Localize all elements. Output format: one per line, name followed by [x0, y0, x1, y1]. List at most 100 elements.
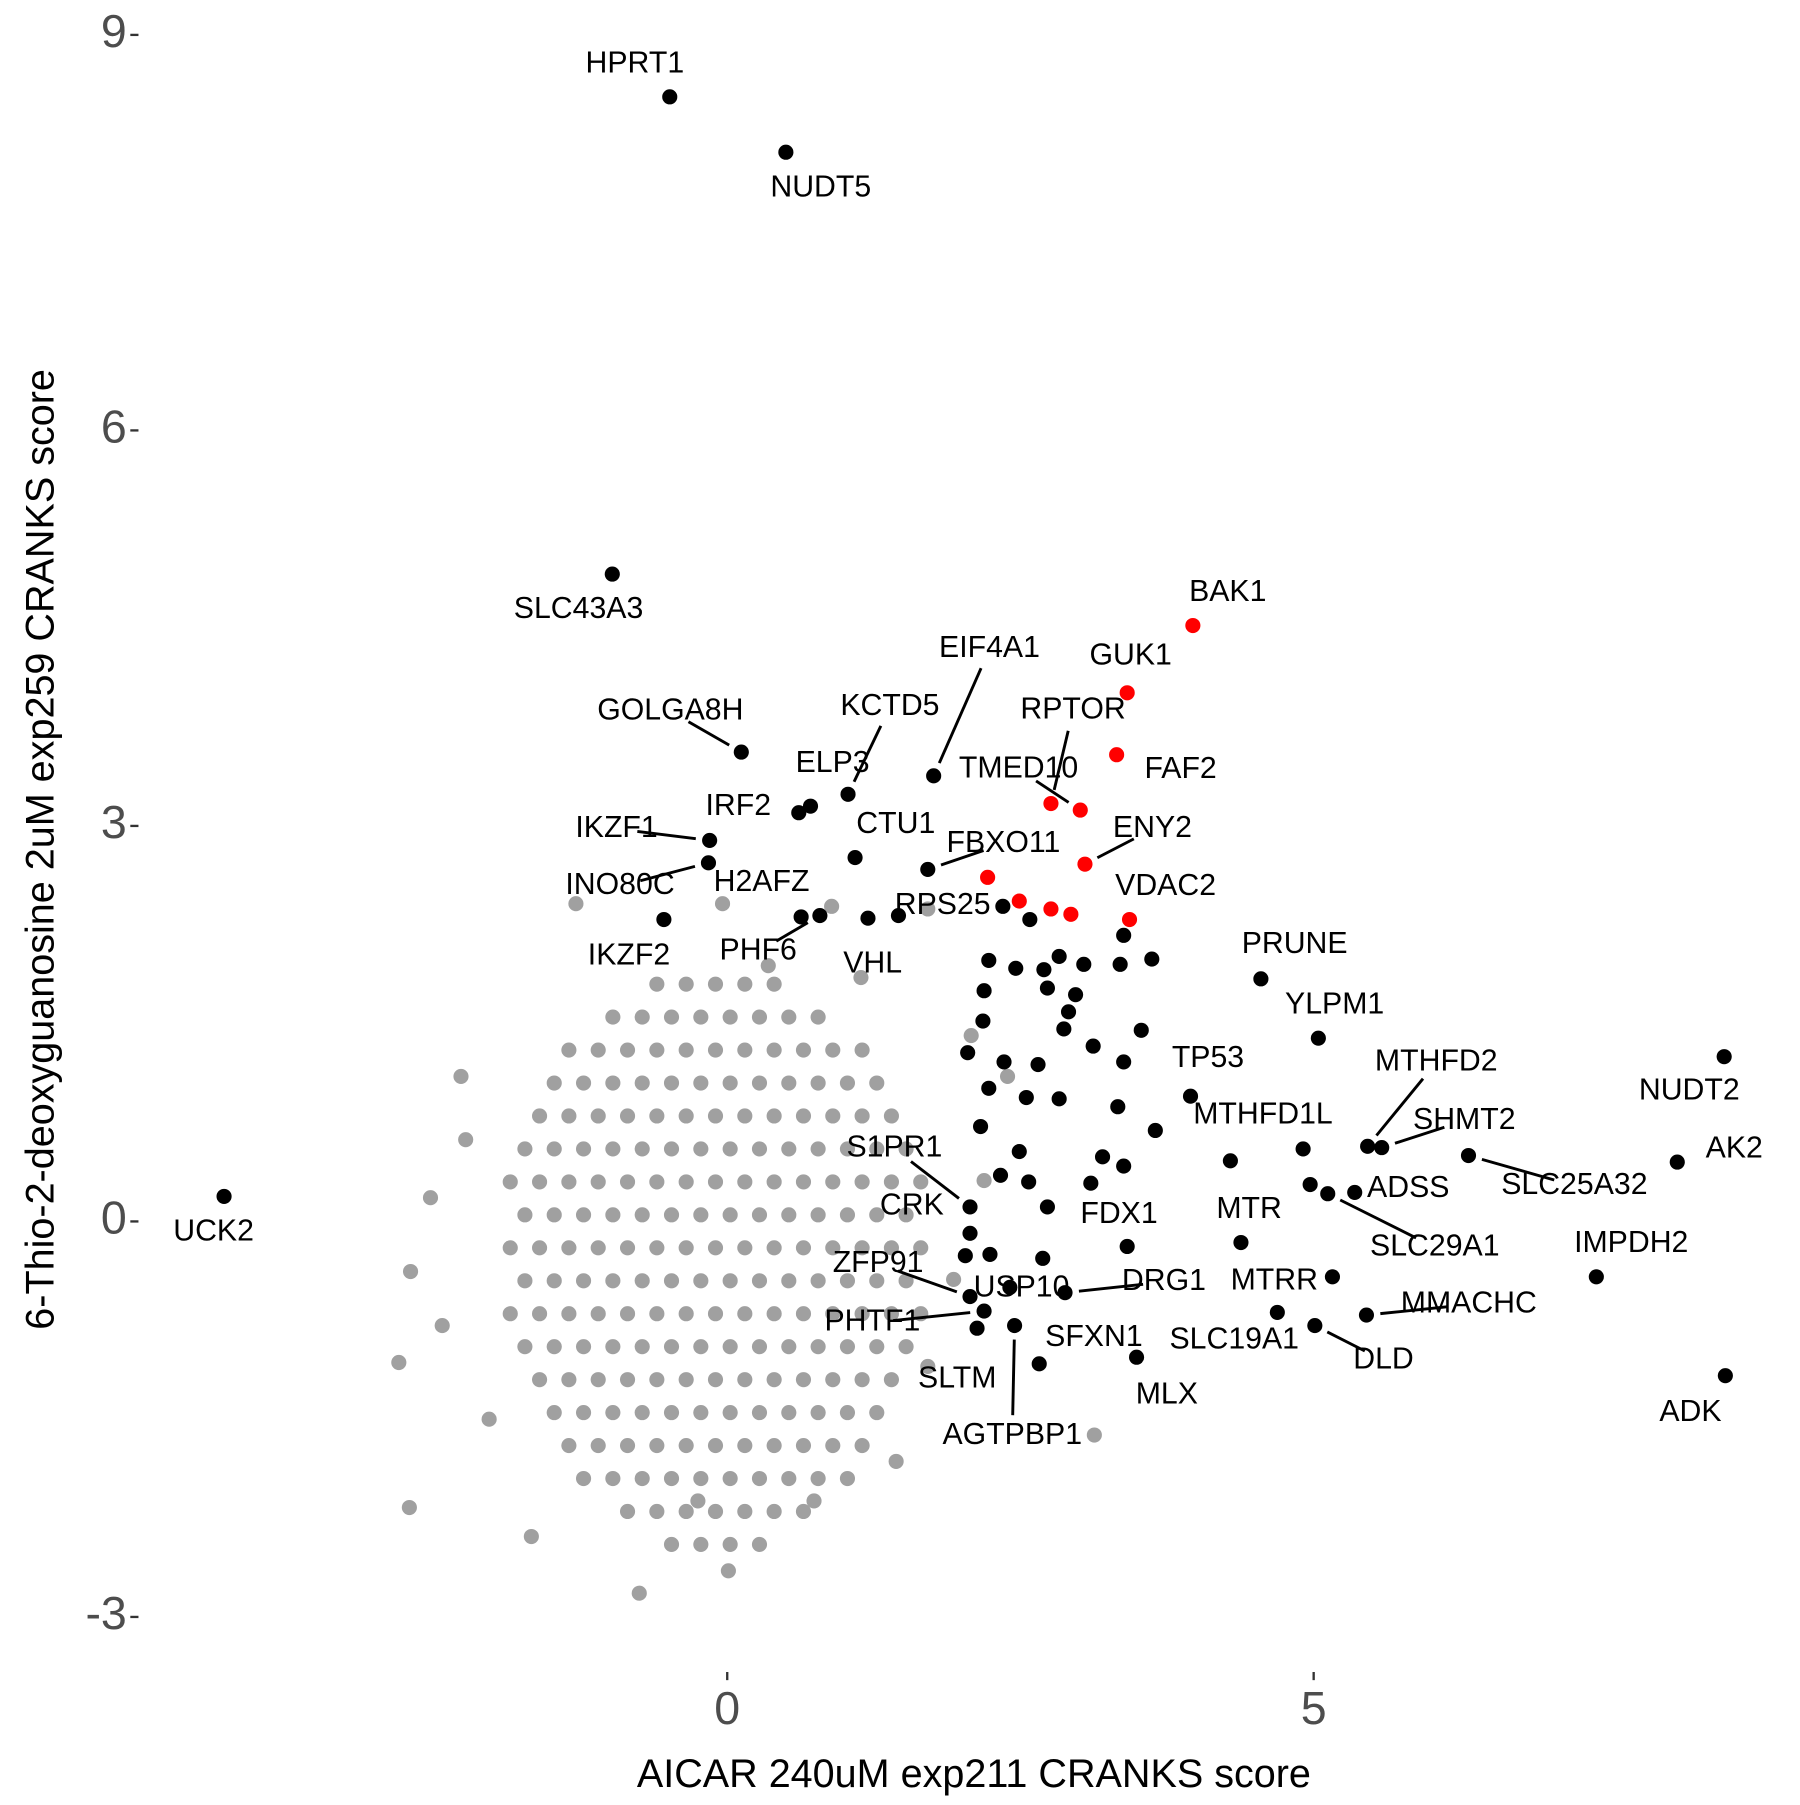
- point: [546, 1075, 562, 1091]
- point: [502, 1174, 518, 1190]
- point: [714, 896, 731, 912]
- point: [1269, 1304, 1285, 1320]
- point: [634, 1207, 650, 1223]
- point: [1022, 911, 1038, 928]
- point: [458, 1132, 474, 1148]
- point: [1077, 856, 1093, 872]
- point-label: EIF4A1: [939, 631, 1040, 664]
- point: [401, 1499, 417, 1516]
- point: [825, 1372, 841, 1388]
- point-label: ENY2: [1113, 811, 1192, 844]
- point-label: TP53: [1172, 1041, 1244, 1074]
- point: [795, 1437, 812, 1454]
- point: [766, 1042, 782, 1058]
- point-label: PRUNE: [1242, 927, 1348, 960]
- point: [649, 1042, 665, 1058]
- point: [481, 1411, 497, 1427]
- point: [678, 1174, 694, 1190]
- point: [1588, 1269, 1604, 1285]
- point-label: FDX1: [1080, 1197, 1157, 1230]
- point: [605, 1207, 621, 1223]
- point: [733, 744, 749, 760]
- point-label: MTHFD1L: [1193, 1097, 1332, 1130]
- point: [810, 1075, 826, 1091]
- point-label: AK2: [1706, 1131, 1763, 1164]
- point: [590, 1306, 606, 1322]
- point: [854, 1306, 870, 1322]
- point: [707, 1372, 724, 1388]
- point-label: TMED10: [959, 751, 1078, 784]
- x-tick-label: 5: [1301, 1682, 1327, 1734]
- point: [707, 1437, 724, 1454]
- point: [605, 1470, 621, 1487]
- point: [517, 1207, 533, 1223]
- point: [590, 1372, 606, 1388]
- point: [898, 1273, 914, 1289]
- point: [825, 1240, 841, 1256]
- point-label: RPS25: [895, 888, 991, 921]
- point: [890, 908, 907, 924]
- point: [678, 1042, 694, 1058]
- point: [854, 1372, 870, 1388]
- point: [575, 1075, 592, 1091]
- point: [1039, 1199, 1055, 1215]
- point: [631, 1585, 647, 1601]
- point: [751, 1009, 768, 1025]
- point-label: SLC43A3: [514, 592, 644, 625]
- point: [781, 1339, 797, 1355]
- point: [663, 1470, 680, 1487]
- point: [795, 1306, 812, 1322]
- point: [663, 1405, 680, 1421]
- point-label: GUK1: [1089, 639, 1171, 672]
- point: [766, 976, 782, 992]
- point: [781, 1075, 797, 1091]
- point: [722, 1536, 738, 1552]
- point: [1716, 1049, 1732, 1065]
- y-tick-label: 0: [101, 1192, 127, 1244]
- point: [1320, 1186, 1336, 1202]
- point: [810, 1339, 826, 1355]
- point: [766, 1503, 782, 1520]
- point: [693, 1009, 709, 1025]
- point: [1302, 1176, 1318, 1193]
- point: [737, 1240, 753, 1256]
- point: [810, 1405, 826, 1421]
- y-axis-title: 6-Thio-2-deoxyguanosine 2uM exp259 CRANK…: [19, 369, 63, 1330]
- point-label: HPRT1: [586, 46, 685, 79]
- point: [839, 1339, 856, 1355]
- point-label: H2AFZ: [714, 865, 810, 898]
- point-label: BAK1: [1189, 575, 1266, 608]
- point: [976, 983, 992, 999]
- point-label: MTR: [1216, 1192, 1282, 1225]
- point: [1182, 1088, 1199, 1104]
- point: [898, 1339, 914, 1355]
- point: [810, 1009, 826, 1025]
- point: [722, 1339, 738, 1355]
- point: [825, 1437, 841, 1454]
- point: [854, 1042, 870, 1058]
- point: [854, 1240, 870, 1256]
- point: [722, 1207, 738, 1223]
- point: [883, 1306, 899, 1322]
- point: [1307, 1318, 1323, 1334]
- point: [1295, 1141, 1311, 1157]
- point-label: SLC19A1: [1170, 1322, 1300, 1355]
- point: [795, 1240, 812, 1256]
- point-label: PHTF1: [824, 1305, 920, 1338]
- point: [995, 898, 1011, 914]
- point: [737, 1306, 753, 1322]
- point: [693, 1273, 709, 1289]
- point: [839, 1470, 856, 1487]
- point: [634, 1339, 650, 1355]
- point: [1063, 906, 1079, 922]
- point: [634, 1273, 650, 1289]
- point: [854, 1174, 870, 1190]
- point: [737, 1503, 753, 1520]
- point: [1036, 962, 1052, 978]
- label-leader: [852, 725, 883, 783]
- point: [962, 1199, 978, 1215]
- point: [1083, 1175, 1099, 1191]
- point: [561, 1240, 577, 1256]
- point: [860, 910, 876, 926]
- point: [1253, 971, 1269, 987]
